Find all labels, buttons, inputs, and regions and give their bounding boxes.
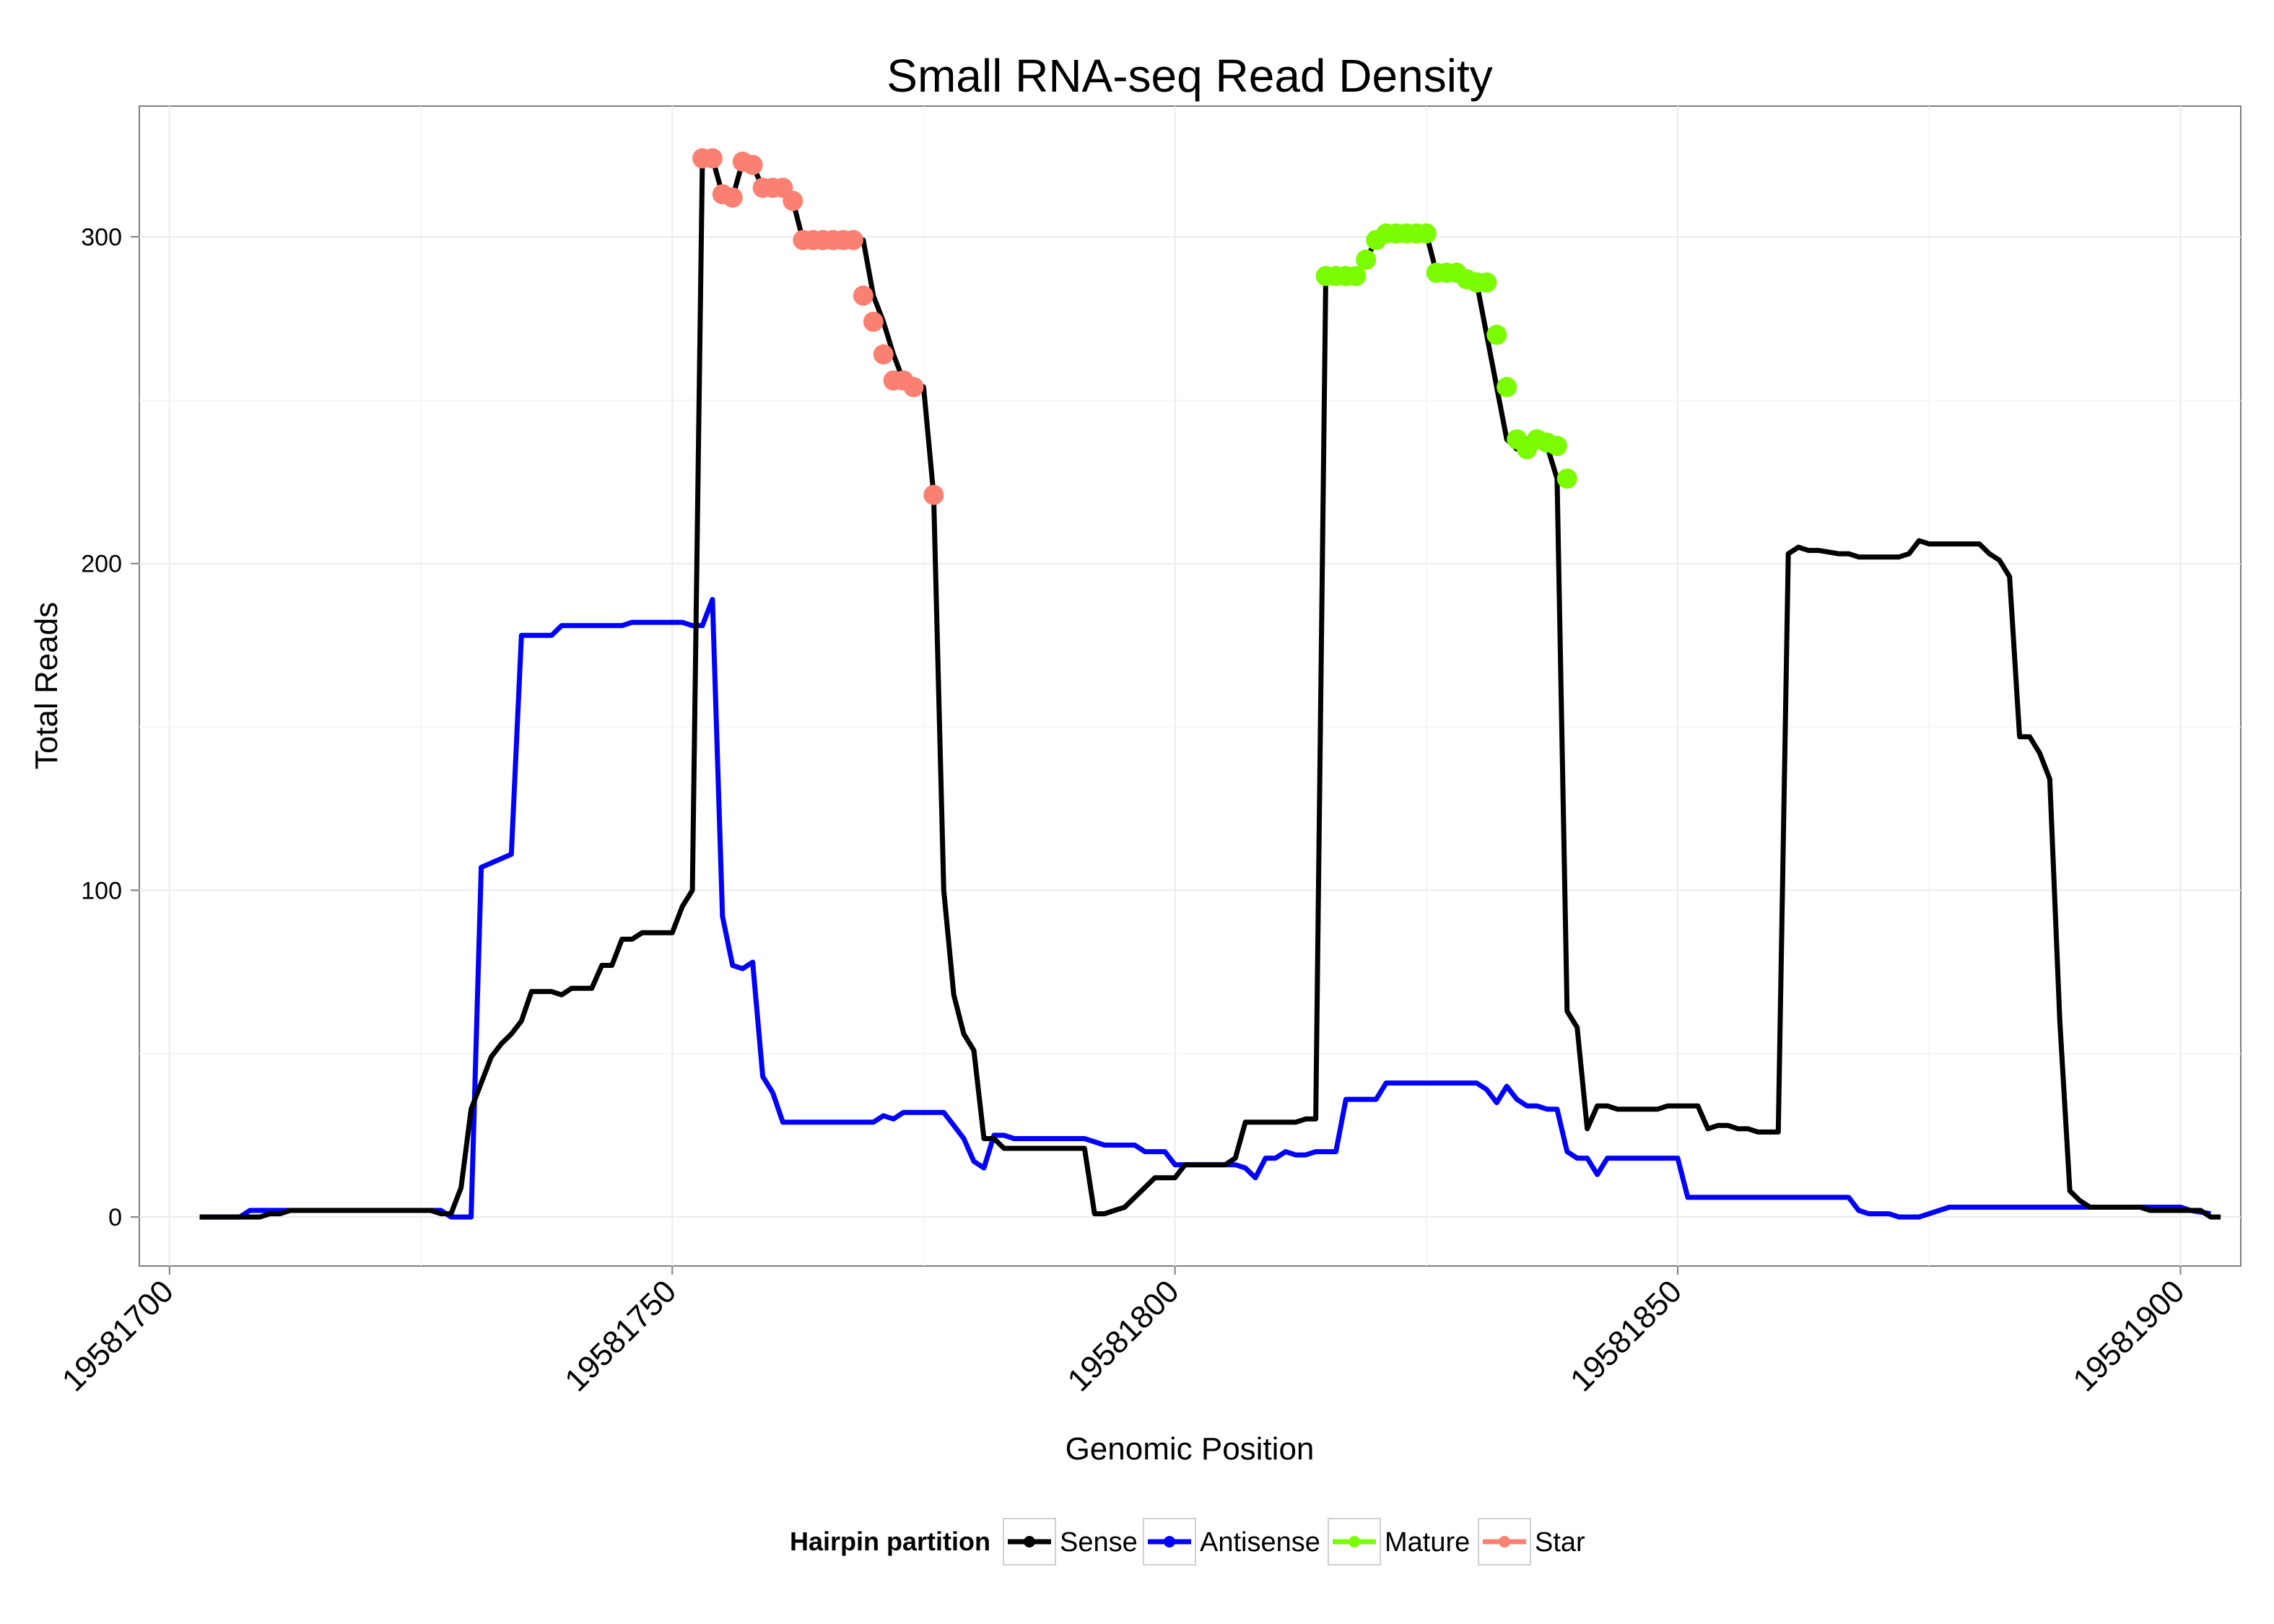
mature-point (1356, 249, 1377, 270)
star-point (853, 285, 874, 306)
legend-label: Antisense (1200, 1527, 1320, 1558)
x-axis-title: Genomic Position (1066, 1431, 1315, 1467)
x-axis: 19581700 19581750 19581800 19581850 19581900 (56, 1266, 2192, 1398)
x-tick-label: 19581850 (1564, 1273, 1689, 1398)
star-point (842, 230, 863, 250)
legend-key-point (1164, 1536, 1175, 1547)
legend-key-point (1024, 1536, 1035, 1547)
plot-area (139, 105, 2242, 1267)
star-point (722, 187, 743, 208)
star-point (903, 377, 924, 398)
y-tick-label: 200 (81, 551, 122, 578)
x-tick-label: 19581900 (2066, 1273, 2191, 1398)
legend-label: Sense (1060, 1527, 1138, 1558)
legend-item-sense: Sense (1003, 1518, 1138, 1566)
mature-point (1476, 272, 1497, 293)
series-points-star (692, 148, 944, 505)
y-tick-label: 0 (108, 1204, 122, 1231)
legend-label: Star (1535, 1527, 1585, 1558)
y-tick-label: 100 (81, 877, 122, 904)
mature-point (1546, 435, 1567, 456)
mature-point (1497, 377, 1517, 398)
series-points-mature (1315, 223, 1577, 489)
chart-title: Small RNA-seq Read Density (886, 50, 1492, 102)
legend: Hairpin partition Sense Antisense Mature St… (790, 1518, 1585, 1566)
mature-point (1556, 468, 1577, 489)
legend-title: Hairpin partition (790, 1527, 990, 1556)
legend-key-point (1349, 1536, 1360, 1547)
mature-point (1346, 266, 1367, 287)
star-point (863, 311, 884, 332)
mature-point (1416, 223, 1437, 244)
legend-item-star: Star (1478, 1518, 1585, 1566)
legend-item-antisense: Antisense (1143, 1518, 1320, 1566)
series-line-antisense (199, 597, 2211, 1220)
star-point (783, 191, 803, 211)
x-tick-label: 19581800 (1061, 1273, 1186, 1398)
mature-point (1486, 324, 1507, 345)
star-point (742, 154, 763, 175)
star-point (702, 148, 723, 169)
x-tick-label: 19581700 (56, 1273, 180, 1398)
series-line-sense (199, 155, 2221, 1220)
star-point (923, 484, 944, 505)
y-axis-title: Total Reads (29, 602, 64, 769)
legend-item-mature: Mature (1328, 1518, 1470, 1566)
x-tick-label: 19581750 (558, 1273, 683, 1398)
y-axis: 0 100 200 300 (81, 224, 139, 1231)
legend-label: Mature (1385, 1527, 1470, 1558)
star-point (873, 344, 894, 364)
y-tick-label: 300 (81, 224, 122, 251)
legend-key-point (1499, 1536, 1510, 1547)
plot-panel (139, 105, 2242, 1267)
